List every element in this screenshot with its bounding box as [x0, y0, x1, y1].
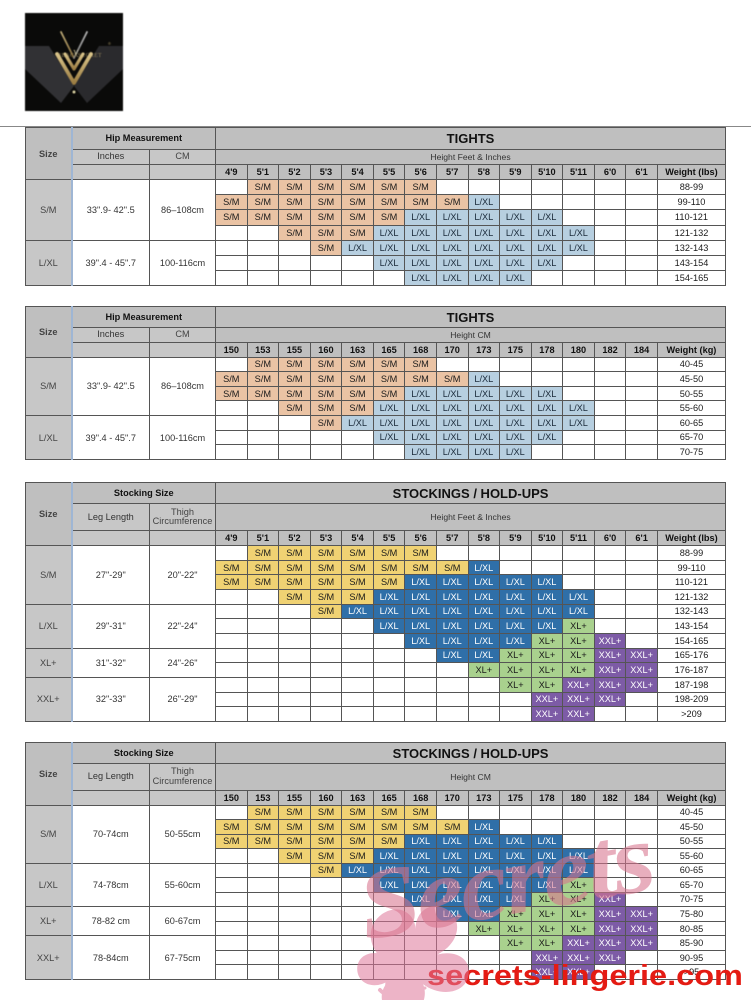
svg-text:®: ® — [108, 41, 111, 46]
svg-text:Secrets: Secrets — [350, 801, 661, 962]
svg-text:V: V — [73, 48, 79, 57]
